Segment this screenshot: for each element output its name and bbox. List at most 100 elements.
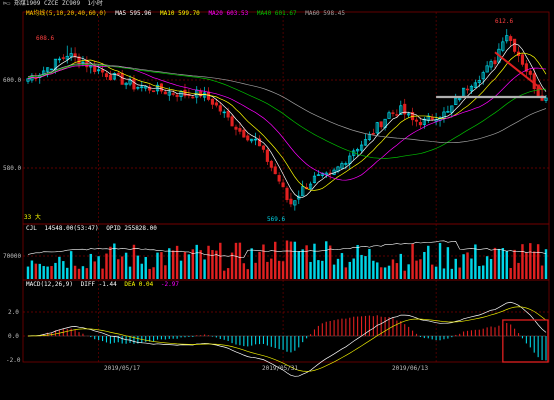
volume-bar [211, 250, 214, 279]
volume-bar [317, 260, 320, 279]
volume-bar [81, 266, 85, 279]
candle-body [458, 97, 462, 101]
candle-body [61, 57, 65, 59]
candle-body [46, 67, 50, 72]
candle-body [218, 105, 222, 112]
volume-legend[interactable]: CJL 14548.00(53:47) OPID 255828.00 [26, 225, 157, 233]
low-price-label: 569.6 [267, 216, 285, 223]
candle-body [49, 68, 54, 71]
chart-menu-icon[interactable]: ⊳▭ [3, 0, 11, 7]
candle-body [532, 73, 536, 90]
volume-bar [313, 243, 316, 279]
volume-bar [360, 254, 363, 279]
volume-bar [454, 258, 457, 279]
volume-bar [215, 250, 218, 279]
candle-body [473, 82, 477, 88]
volume-bar [50, 266, 53, 279]
macd-tick-label: -2.0 [6, 357, 21, 364]
volume-bar [478, 266, 481, 279]
candle-body [175, 94, 179, 97]
volume-bar [171, 250, 175, 279]
candle-body [430, 117, 434, 120]
candle-body [57, 58, 61, 61]
ma5-line [27, 43, 547, 198]
volume-bars [26, 240, 548, 279]
candle-body [289, 198, 293, 205]
volume-bar [293, 241, 297, 279]
macd-diff-line [27, 301, 547, 377]
volume-bar [54, 262, 57, 279]
candle-body [465, 88, 470, 91]
candle-body [371, 133, 375, 135]
volume-bar [321, 260, 324, 279]
candle-body [97, 69, 101, 72]
candle-body [163, 91, 167, 95]
candle-body [183, 89, 187, 97]
volume-bar [442, 268, 446, 279]
candle-body [152, 90, 156, 93]
volume-bar [105, 253, 108, 279]
macd-tick-label: 0.0 [8, 333, 19, 340]
date-tick-label: 2019/05/17 [104, 365, 141, 372]
macd-diff-value: DIFF -1.44 [80, 281, 117, 288]
volume-bar [219, 242, 222, 279]
volume-bar [383, 267, 387, 279]
candle-body [308, 183, 313, 189]
volume-bar [262, 244, 265, 279]
volume-bar [458, 267, 461, 279]
volume-bar [399, 253, 403, 279]
volume-bar [344, 267, 348, 279]
volume-bar [368, 248, 371, 279]
volume-bar [222, 270, 226, 279]
open-interest-value: 255828.00 [124, 225, 157, 232]
candle-body [446, 110, 450, 113]
volume-bar [254, 262, 257, 279]
volume-bar [207, 245, 210, 279]
volume-bar [89, 253, 93, 279]
exchange-code: CZCE [43, 0, 59, 7]
volume-bar [434, 266, 438, 279]
volume-bar [238, 242, 242, 279]
volume-bar [73, 265, 77, 279]
macd-dea-value: DEA 0.04 [124, 281, 154, 288]
candle-body [230, 116, 234, 127]
ma60-line [27, 63, 547, 144]
macd-legend[interactable]: MACD(12,26,9) DIFF -1.44 DEA 0.04 -2.97 [26, 281, 179, 289]
candle-body [69, 53, 73, 57]
volume-tick-label: 70000 [3, 253, 21, 260]
volume-bar [266, 261, 269, 279]
volume-bar [26, 266, 30, 279]
candle-body [520, 54, 525, 65]
volume-bar [372, 260, 375, 279]
ma10-value: 599.70 [178, 10, 200, 17]
volume-bar [536, 244, 540, 279]
volume-bar [285, 240, 289, 279]
volume-bar [309, 261, 312, 279]
volume-bar [544, 249, 548, 279]
candle-body [261, 145, 266, 150]
volume-bar [109, 246, 112, 279]
volume-bar [462, 254, 465, 279]
volume-bar [30, 260, 34, 279]
ma-legend[interactable]: MA均线(5,10,20,40,60,0) MA5 595.96 MA10 59… [26, 10, 345, 18]
volume-bar [485, 256, 489, 279]
candle-body [312, 175, 317, 183]
ma40-value: 601.67 [274, 10, 297, 17]
macd-legend-label: MACD(12,26,9) [26, 281, 73, 288]
candle-body [340, 163, 344, 169]
left-high-price-label: 608.6 [36, 35, 54, 42]
volume-bar [466, 252, 469, 279]
candle-body [242, 129, 246, 138]
volume-bar [140, 263, 144, 279]
volume-bar [474, 244, 477, 279]
candle-body [116, 72, 120, 76]
pane-frames [22, 11, 550, 363]
volume-bar [270, 258, 273, 279]
candle-body [344, 163, 348, 165]
candle-body [501, 41, 505, 51]
candle-body [356, 149, 360, 152]
volume-bar [540, 265, 544, 279]
volume-bar [93, 261, 96, 279]
volume-bar [242, 263, 246, 279]
